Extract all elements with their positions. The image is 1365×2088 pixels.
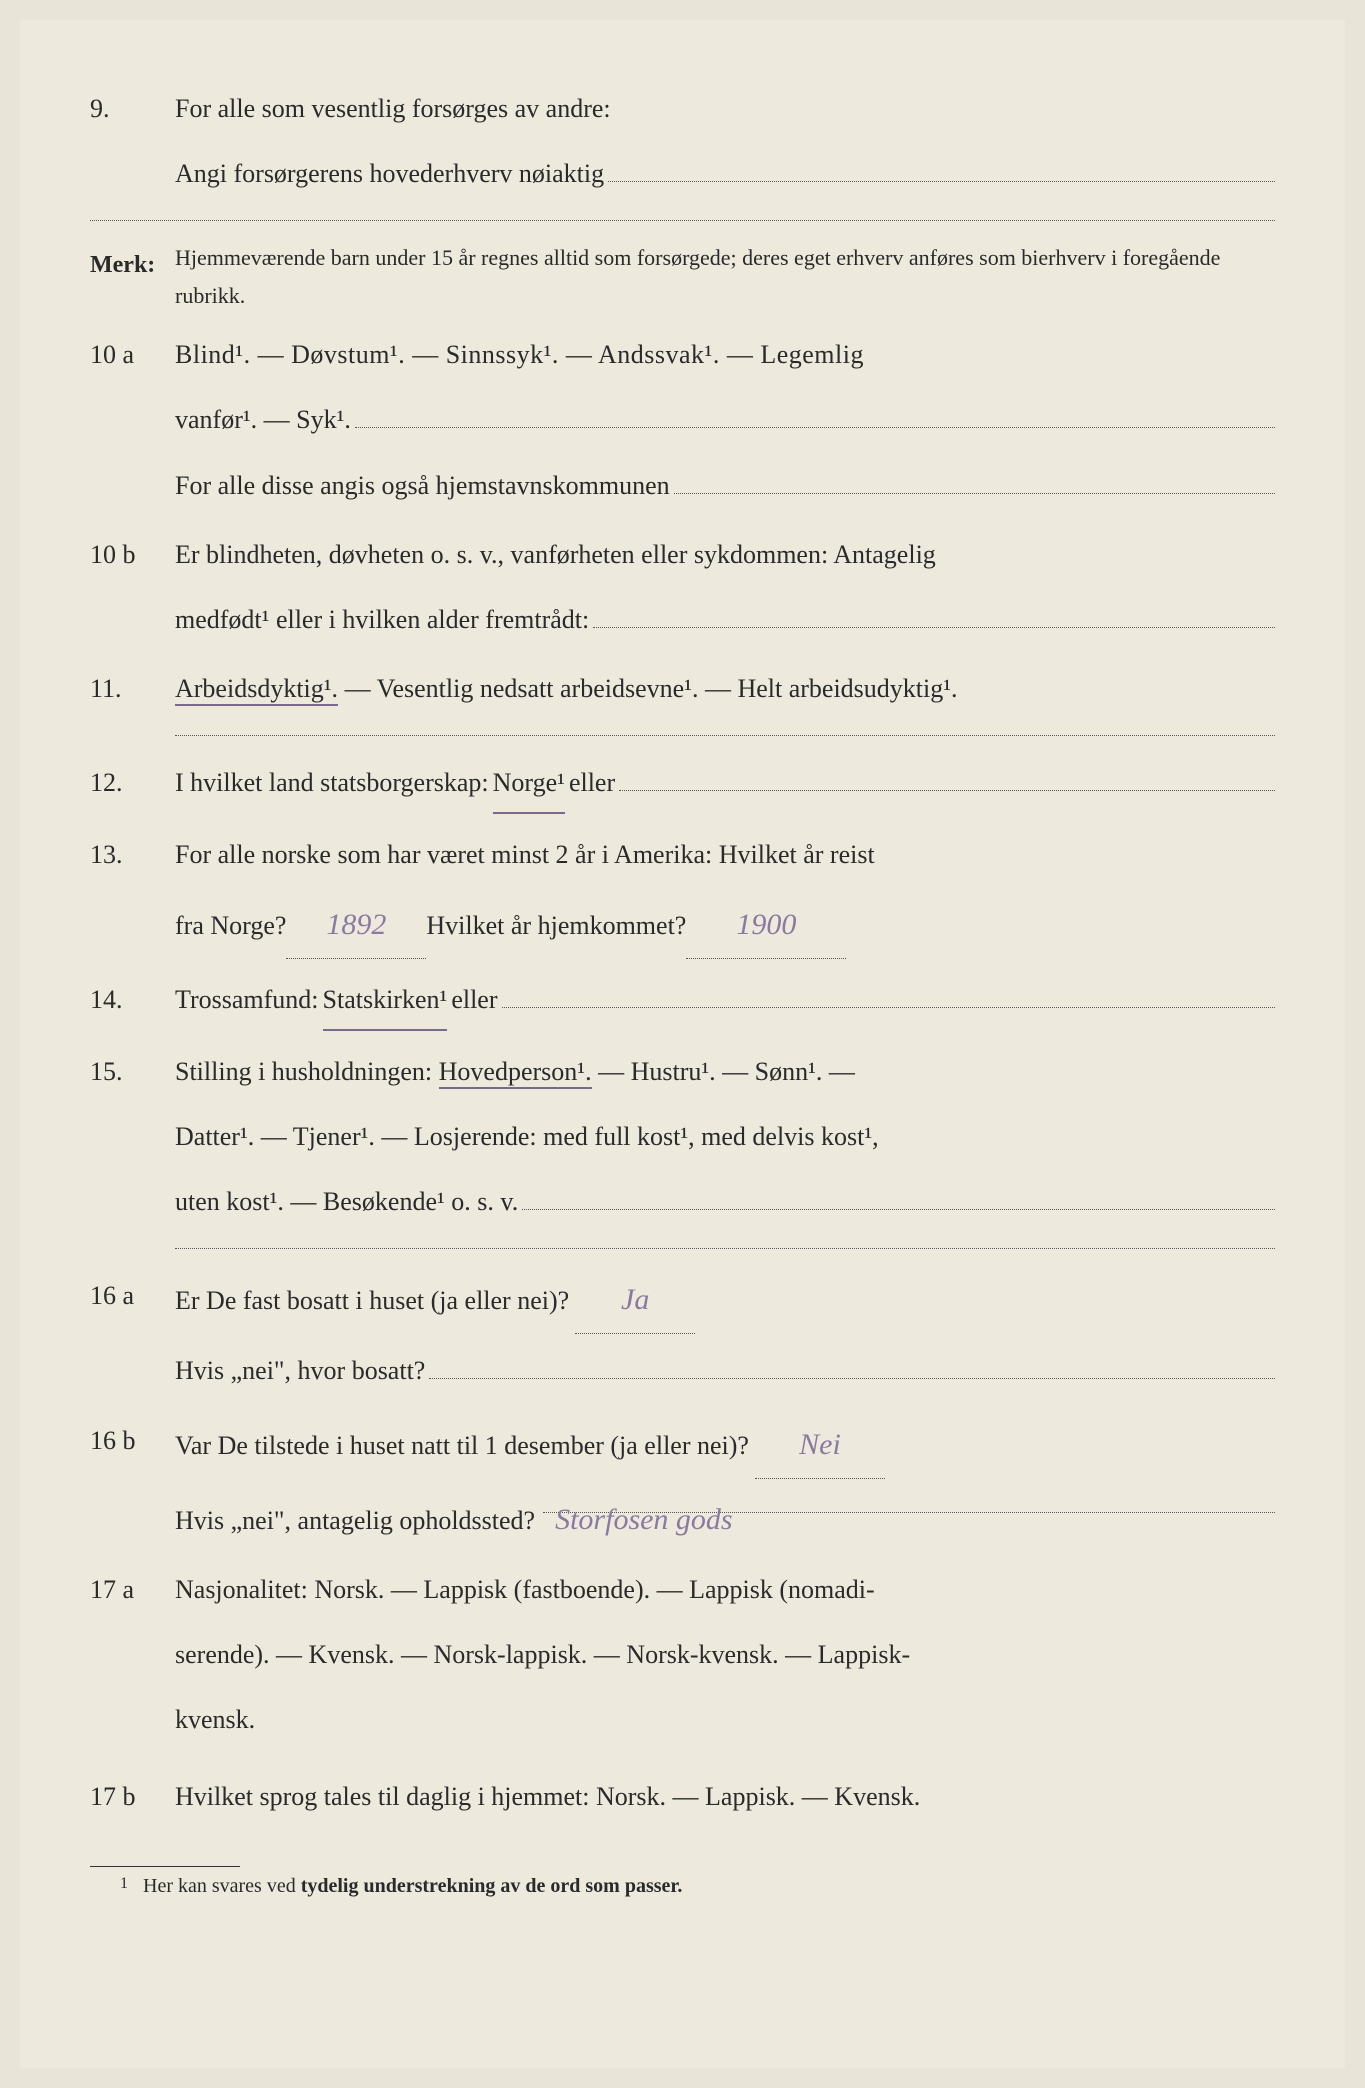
q11-selected: Arbeidsdyktig¹. bbox=[175, 674, 338, 706]
q13-ans2: 1900 bbox=[736, 908, 796, 941]
q16b-q2: Hvis „nei", antagelig opholdssted? bbox=[175, 1492, 535, 1549]
question-12: 12. I hvilket land statsborgerskap: Norg… bbox=[90, 754, 1275, 814]
q14-selected: Statskirken¹ bbox=[323, 971, 448, 1031]
q14-number: 14. bbox=[90, 971, 175, 1031]
q10b-body: Er blindheten, døvheten o. s. v., vanfør… bbox=[175, 526, 1275, 648]
q12-body: I hvilket land statsborgerskap: Norge¹ e… bbox=[175, 754, 1275, 814]
q10a-line2: vanfør¹. — Syk¹. bbox=[175, 391, 351, 448]
q10b-line1: Er blindheten, døvheten o. s. v., vanfør… bbox=[175, 526, 1275, 583]
q16b-ans1: Nei bbox=[799, 1428, 841, 1461]
q9-body: For alle som vesentlig forsørges av andr… bbox=[175, 80, 1275, 202]
q9-line1: For alle som vesentlig forsørges av andr… bbox=[175, 80, 1275, 137]
q10b-line2: medfødt¹ eller i hvilken alder fremtrådt… bbox=[175, 591, 589, 648]
question-10b: 10 b Er blindheten, døvheten o. s. v., v… bbox=[90, 526, 1275, 648]
q9-blank[interactable] bbox=[608, 156, 1275, 182]
footnote-rule bbox=[90, 1866, 240, 1867]
q16b-number: 16 b bbox=[90, 1412, 175, 1549]
q13-pre2: fra Norge? bbox=[175, 897, 286, 954]
q17b-number: 17 b bbox=[90, 1768, 175, 1825]
q13-ans1: 1892 bbox=[326, 908, 386, 941]
question-11: 11. Arbeidsdyktig¹. — Vesentlig nedsatt … bbox=[90, 660, 1275, 717]
q10a-opts: Blind¹. — Døvstum¹. — Sinnssyk¹. — Andss… bbox=[175, 326, 1275, 383]
question-13: 13. For alle norske som har været minst … bbox=[90, 826, 1275, 958]
census-form-page: 9. For alle som vesentlig forsørges av a… bbox=[20, 20, 1345, 2068]
q9-line2: Angi forsørgerens hovederhverv nøiaktig bbox=[175, 145, 604, 202]
separator bbox=[175, 735, 1275, 736]
q14-pre: Trossamfund: bbox=[175, 971, 319, 1028]
q15-rest1: — Hustru¹. — Sønn¹. — bbox=[598, 1057, 855, 1086]
q17a-line1: Nasjonalitet: Norsk. — Lappisk (fastboen… bbox=[175, 1561, 1275, 1618]
q10a-blank1[interactable] bbox=[355, 402, 1275, 428]
question-16b: 16 b Var De tilstede i huset natt til 1 … bbox=[90, 1412, 1275, 1549]
q15-line2: Datter¹. — Tjener¹. — Losjerende: med fu… bbox=[175, 1108, 1275, 1165]
q12-selected: Norge¹ bbox=[493, 754, 565, 814]
q12-blank[interactable] bbox=[619, 765, 1275, 791]
merk-note: Merk: Hjemmeværende barn under 15 år reg… bbox=[90, 239, 1275, 314]
question-16a: 16 a Er De fast bosatt i huset (ja eller… bbox=[90, 1267, 1275, 1399]
q10a-number: 10 a bbox=[90, 326, 175, 514]
q16a-number: 16 a bbox=[90, 1267, 175, 1399]
footnote-bold: tydelig understrekning av de ord som pas… bbox=[301, 1875, 683, 1897]
q17b-text: Hvilket sprog tales til daglig i hjemmet… bbox=[175, 1782, 920, 1811]
q16a-q2: Hvis „nei", hvor bosatt? bbox=[175, 1342, 425, 1399]
merk-text: Hjemmeværende barn under 15 år regnes al… bbox=[175, 239, 1275, 314]
q15-body: Stilling i husholdningen: Hovedperson¹. … bbox=[175, 1043, 1275, 1231]
separator bbox=[90, 220, 1275, 221]
question-17b: 17 b Hvilket sprog tales til daglig i hj… bbox=[90, 1768, 1275, 1825]
q14-blank[interactable] bbox=[502, 982, 1276, 1008]
q16a-blank[interactable] bbox=[429, 1353, 1275, 1379]
q11-rest: — Vesentlig nedsatt arbeidsevne¹. — Helt… bbox=[338, 674, 957, 703]
q15-number: 15. bbox=[90, 1043, 175, 1231]
question-14: 14. Trossamfund: Statskirken¹ eller bbox=[90, 971, 1275, 1031]
q15-pre: Stilling i husholdningen: bbox=[175, 1057, 439, 1086]
q17a-line2: serende). — Kvensk. — Norsk-lappisk. — N… bbox=[175, 1626, 1275, 1683]
q17b-body: Hvilket sprog tales til daglig i hjemmet… bbox=[175, 1768, 1275, 1825]
q16a-ans1: Ja bbox=[621, 1283, 649, 1316]
separator bbox=[175, 1248, 1275, 1249]
q10b-number: 10 b bbox=[90, 526, 175, 648]
question-9: 9. For alle som vesentlig forsørges av a… bbox=[90, 80, 1275, 202]
q13-body: For alle norske som har været minst 2 år… bbox=[175, 826, 1275, 958]
q15-line3: uten kost¹. — Besøkende¹ o. s. v. bbox=[175, 1173, 518, 1230]
q12-post: eller bbox=[569, 754, 615, 811]
q13-mid2: Hvilket år hjemkommet? bbox=[426, 897, 686, 954]
footnote-text: Her kan svares ved bbox=[143, 1875, 301, 1897]
q15-blank[interactable] bbox=[522, 1184, 1275, 1210]
q17a-number: 17 a bbox=[90, 1561, 175, 1757]
q9-number: 9. bbox=[90, 80, 175, 202]
q16a-q1: Er De fast bosatt i huset (ja eller nei)… bbox=[175, 1272, 569, 1329]
q16a-body: Er De fast bosatt i huset (ja eller nei)… bbox=[175, 1267, 1275, 1399]
q11-number: 11. bbox=[90, 660, 175, 717]
q10a-blank2[interactable] bbox=[674, 468, 1275, 494]
q17a-line3: kvensk. bbox=[175, 1691, 1275, 1748]
q12-pre: I hvilket land statsborgerskap: bbox=[175, 754, 489, 811]
q17a-body: Nasjonalitet: Norsk. — Lappisk (fastboen… bbox=[175, 1561, 1275, 1757]
footnote: 1 Her kan svares ved tydelig understrekn… bbox=[90, 1875, 1275, 1898]
question-10a: 10 a Blind¹. — Døvstum¹. — Sinnssyk¹. — … bbox=[90, 326, 1275, 514]
q11-body: Arbeidsdyktig¹. — Vesentlig nedsatt arbe… bbox=[175, 660, 1275, 717]
q10a-body: Blind¹. — Døvstum¹. — Sinnssyk¹. — Andss… bbox=[175, 326, 1275, 514]
q13-number: 13. bbox=[90, 826, 175, 958]
q10b-blank[interactable] bbox=[593, 602, 1275, 628]
q16b-q1: Var De tilstede i huset natt til 1 desem… bbox=[175, 1417, 749, 1474]
q14-body: Trossamfund: Statskirken¹ eller bbox=[175, 971, 1275, 1031]
question-17a: 17 a Nasjonalitet: Norsk. — Lappisk (fas… bbox=[90, 1561, 1275, 1757]
q15-selected: Hovedperson¹. bbox=[439, 1057, 592, 1089]
merk-label: Merk: bbox=[90, 239, 175, 314]
question-15: 15. Stilling i husholdningen: Hovedperso… bbox=[90, 1043, 1275, 1231]
q16b-ans2: Storfosen gods bbox=[543, 1503, 733, 1536]
q12-number: 12. bbox=[90, 754, 175, 814]
q14-post: eller bbox=[451, 971, 497, 1028]
q13-line1: For alle norske som har været minst 2 år… bbox=[175, 826, 1275, 883]
q16b-body: Var De tilstede i huset natt til 1 desem… bbox=[175, 1412, 1275, 1549]
q10a-line3: For alle disse angis også hjemstavnskomm… bbox=[175, 457, 670, 514]
footnote-num: 1 bbox=[120, 1875, 128, 1892]
